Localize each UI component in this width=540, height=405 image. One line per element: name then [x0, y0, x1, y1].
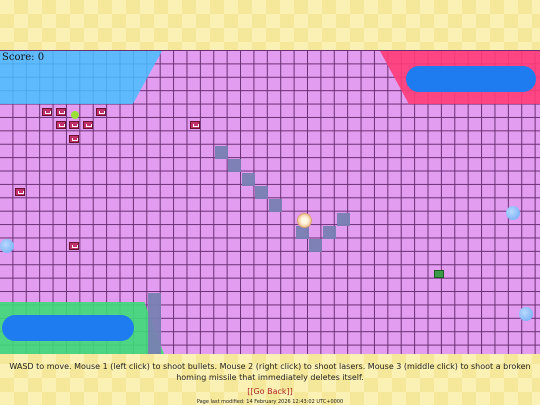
wall-block	[323, 226, 336, 239]
wall-block	[255, 186, 268, 199]
pink-crate-enemy	[15, 188, 25, 196]
wall-block	[296, 226, 309, 239]
wall-block	[309, 239, 322, 252]
pink-crate-enemy	[96, 108, 106, 116]
instructions-text: WASD to move. Mouse 1 (left click) to sh…	[9, 362, 531, 382]
pink-crate-enemy	[69, 121, 79, 129]
player-orb	[297, 213, 312, 228]
pink-crate-enemy	[83, 121, 93, 129]
green-dot-marker	[71, 111, 79, 119]
wall-block	[269, 199, 282, 212]
go-back-container: [[Go Back]]	[0, 387, 540, 396]
blue-orb	[506, 206, 520, 220]
go-back-link[interactable]: [[Go Back]]	[247, 387, 293, 396]
wall-block	[228, 159, 241, 172]
blue-orb	[519, 307, 533, 321]
pink-crate-enemy	[42, 108, 52, 116]
red-zone-pill	[406, 66, 536, 92]
wall-block	[215, 146, 228, 159]
game-board[interactable]	[0, 50, 540, 354]
pink-crate-enemy	[69, 242, 79, 250]
wall-block	[242, 173, 255, 186]
last-modified-text: Page last modified: 14 February 2026 12:…	[196, 399, 344, 405]
pink-crate-enemy	[190, 121, 200, 129]
wall-block	[337, 213, 350, 226]
pink-crate-enemy	[56, 108, 66, 116]
blue-orb	[0, 239, 14, 253]
pink-crate-enemy	[69, 135, 79, 143]
blue-zone	[0, 51, 162, 104]
pink-crate-enemy	[56, 121, 66, 129]
green-zone-pill	[2, 315, 134, 341]
wall-column	[148, 293, 161, 354]
score-label: Score: 0	[2, 52, 45, 63]
green-crate-pickup	[434, 270, 444, 278]
